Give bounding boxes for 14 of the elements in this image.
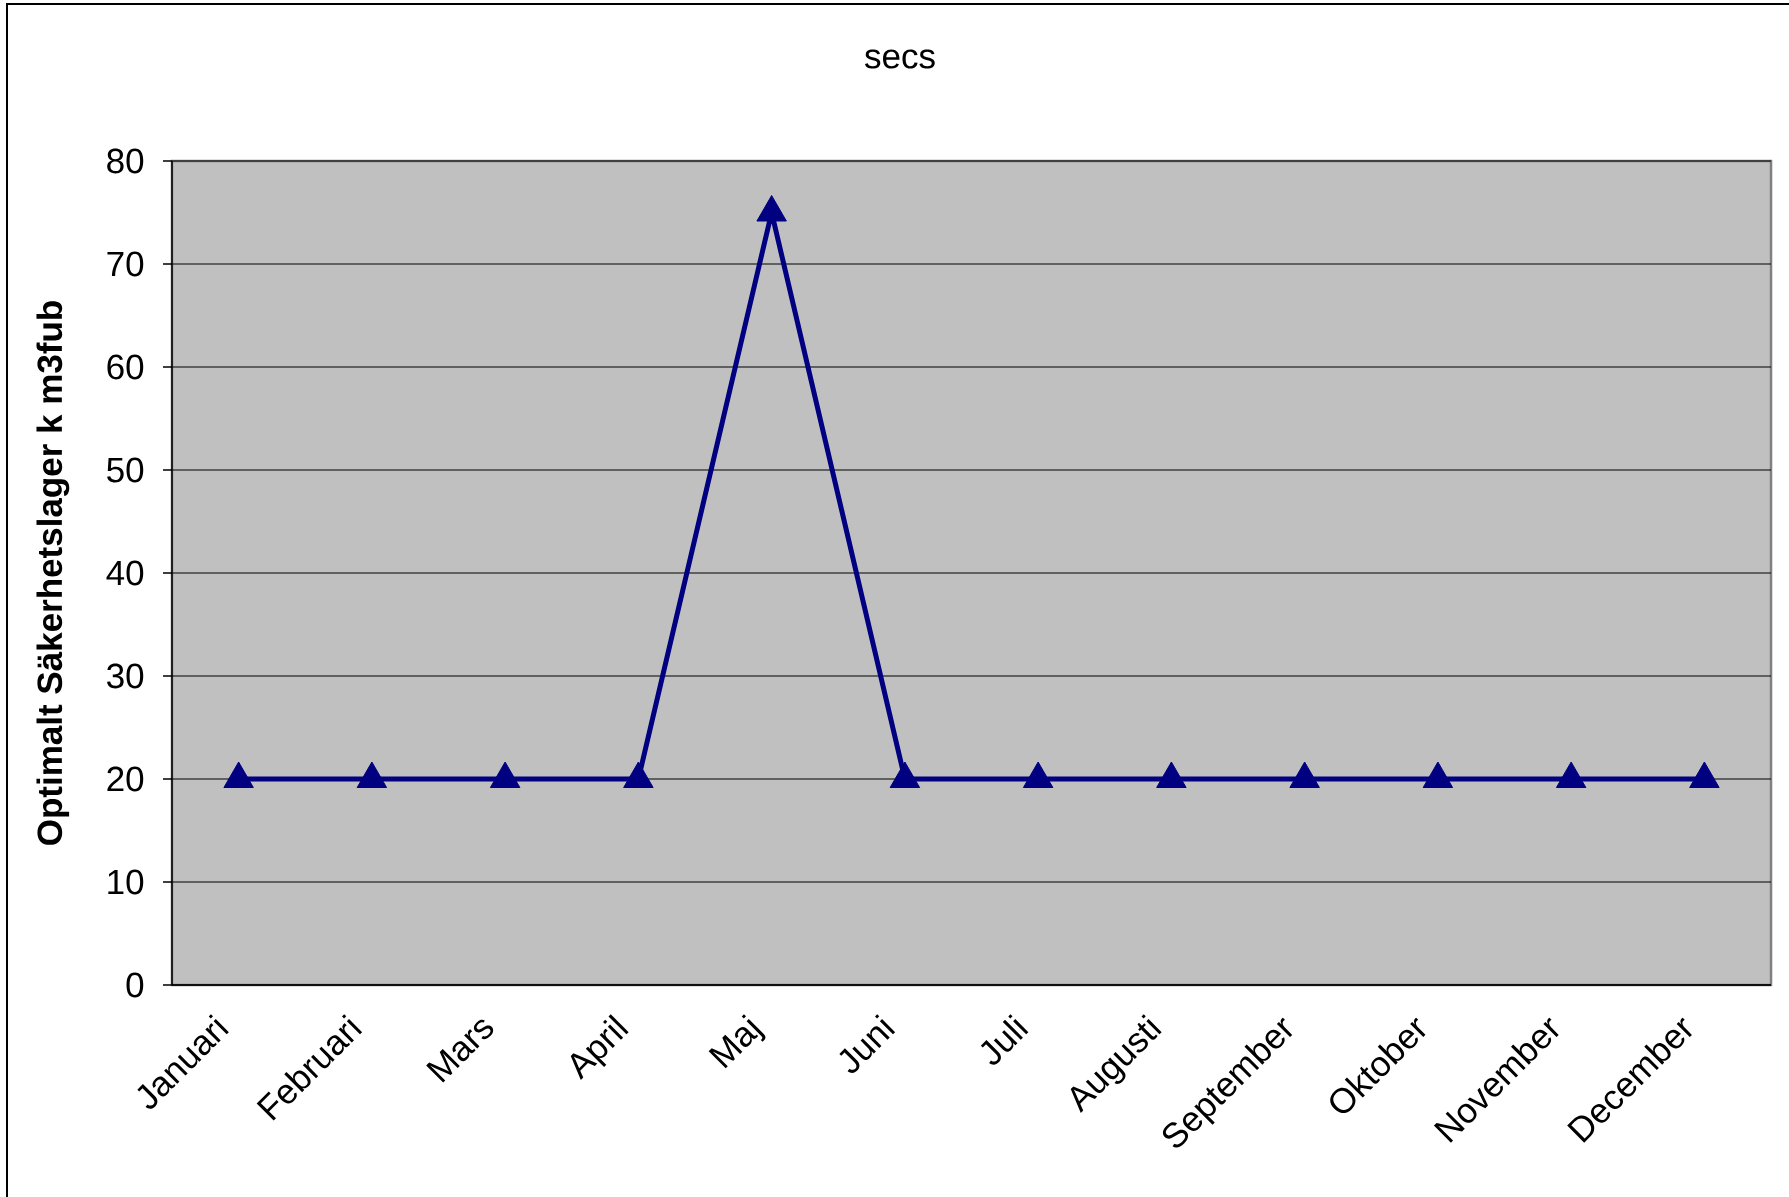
y-tick-label: 40 xyxy=(106,560,144,586)
y-tick-label: 70 xyxy=(107,251,144,277)
y-tick-label: 80 xyxy=(107,148,144,174)
x-tick-label: Juni xyxy=(839,1014,896,1073)
y-tick-label: 30 xyxy=(107,663,144,689)
chart-title: secs xyxy=(865,49,935,69)
y-tick-label: 20 xyxy=(107,766,144,792)
y-tick-label: 0 xyxy=(126,972,144,998)
x-tick-label: Juli xyxy=(980,1014,1029,1065)
y-tick-label: 60 xyxy=(107,354,144,380)
y-tick-label: 50 xyxy=(107,457,144,483)
y-axis-title: Optimalt Säkerhetslager k m3fub xyxy=(36,301,70,845)
y-tick-label: 10 xyxy=(108,869,144,895)
x-tick-label: Maj xyxy=(708,1014,766,1069)
